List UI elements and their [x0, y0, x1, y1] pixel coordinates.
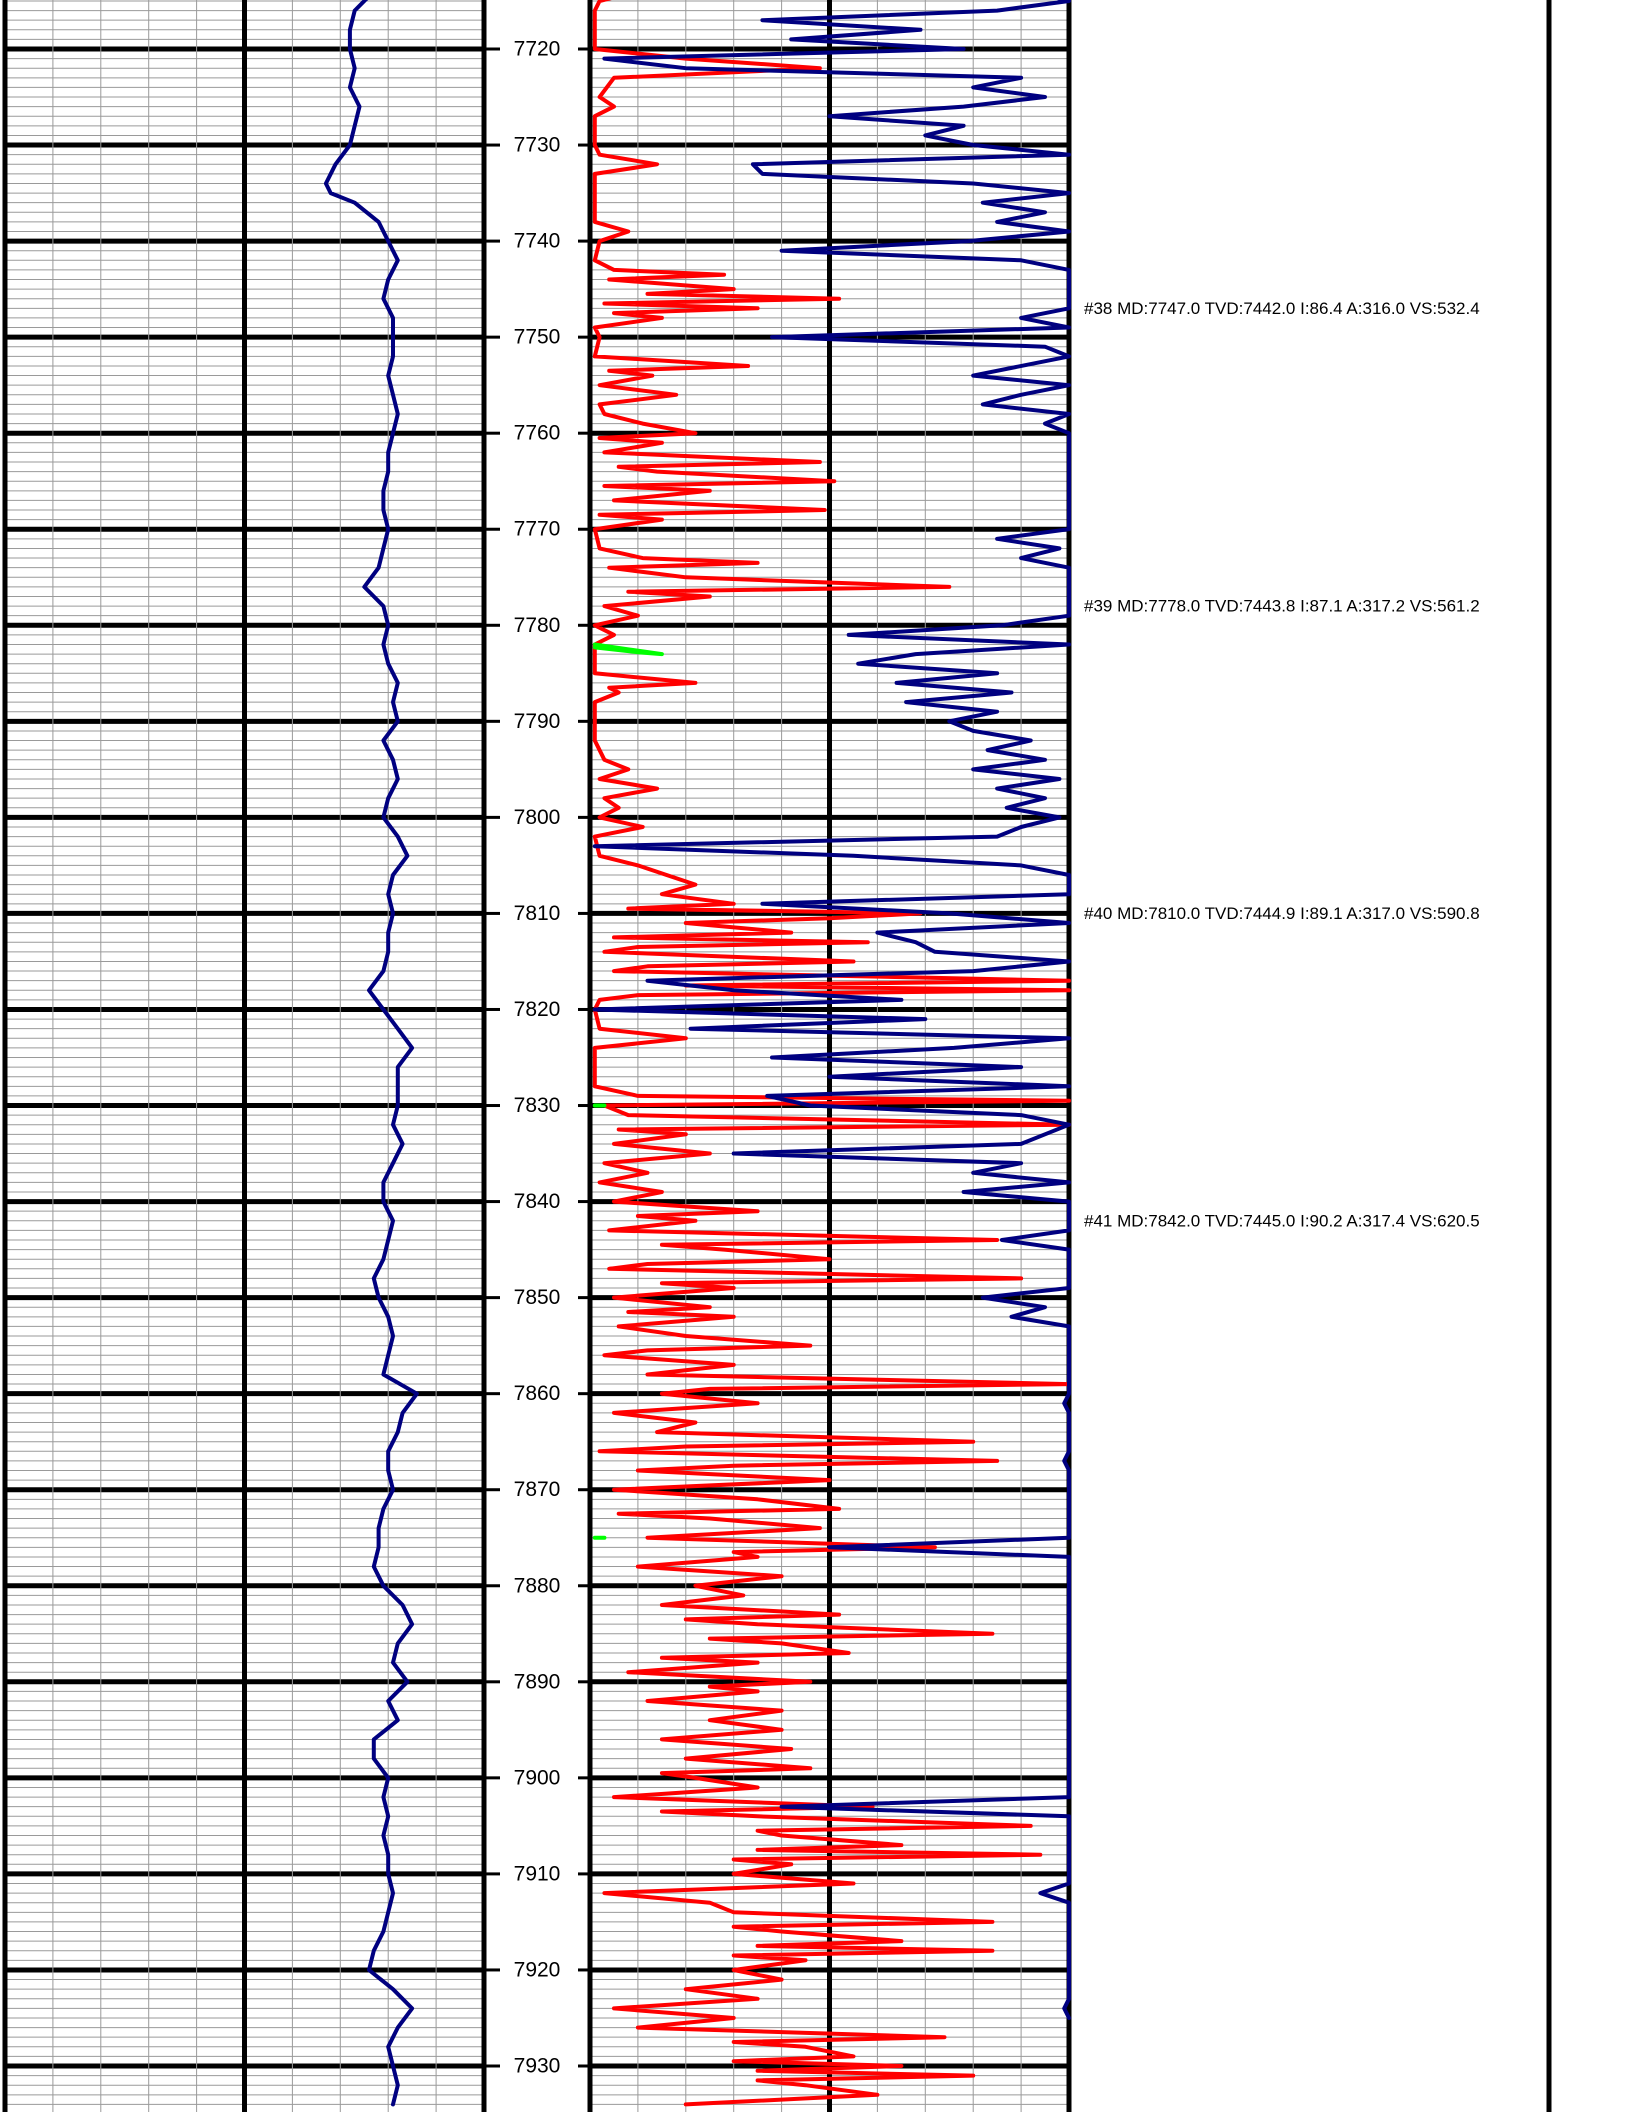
depth-tick-label: 7920 — [514, 1958, 561, 1981]
depth-tick-label: 7770 — [514, 518, 561, 541]
depth-tick-label: 7840 — [514, 1190, 561, 1213]
depth-tick-label: 7790 — [514, 710, 561, 733]
depth-tick-label: 7720 — [514, 38, 561, 61]
depth-tick-label: 7730 — [514, 134, 561, 157]
survey-annotation: #38 MD:7747.0 TVD:7442.0 I:86.4 A:316.0 … — [1084, 299, 1480, 318]
depth-tick-label: 7870 — [514, 1478, 561, 1501]
depth-tick-label: 7880 — [514, 1574, 561, 1597]
depth-tick-label: 7750 — [514, 326, 561, 349]
survey-annotation: #40 MD:7810.0 TVD:7444.9 I:89.1 A:317.0 … — [1084, 904, 1480, 923]
survey-annotations: #37 MD:7713.0 TVD:7439.8 I:84.8 A:314.4 … — [1084, 299, 1480, 1230]
depth-tick-label: 7800 — [514, 806, 561, 829]
curve-track2-series3 — [592, 642, 664, 657]
depth-tick-label: 7900 — [514, 1766, 561, 1789]
depth-tick-label: 7860 — [514, 1382, 561, 1405]
curve-track1-series1 — [323, 0, 419, 2107]
depth-tick-label: 7780 — [514, 614, 561, 637]
depth-tick-label: 7820 — [514, 998, 561, 1021]
curve-track2-series2 — [592, 0, 1071, 2020]
depth-track: 7720 7730 7740 7750 7760 7770 7780 7790 7800 7810… — [484, 38, 590, 2078]
depth-tick-label: 7830 — [514, 1094, 561, 1117]
depth-tick-label: 7760 — [514, 422, 561, 445]
depth-tick-label: 7810 — [514, 902, 561, 925]
depth-tick-label: 7740 — [514, 230, 561, 253]
depth-tick-label: 7910 — [514, 1862, 561, 1885]
depth-tick-label: 7890 — [514, 1670, 561, 1693]
survey-annotation: #39 MD:7778.0 TVD:7443.8 I:87.1 A:317.2 … — [1084, 597, 1480, 616]
depth-tick-label: 7850 — [514, 1286, 561, 1309]
depth-tick-label: 7930 — [514, 2055, 561, 2078]
survey-annotation: #41 MD:7842.0 TVD:7445.0 I:90.2 A:317.4 … — [1084, 1211, 1480, 1230]
curve-track2-series1 — [592, 0, 1071, 2107]
curve-layer — [323, 0, 1071, 2107]
